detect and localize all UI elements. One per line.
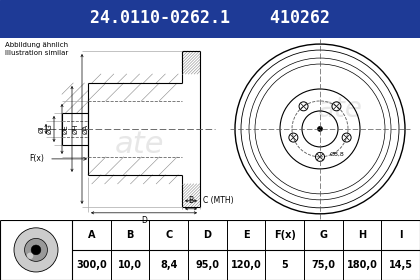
- Text: G: G: [319, 230, 327, 240]
- Text: 95,0: 95,0: [195, 260, 219, 270]
- Text: 5: 5: [281, 260, 288, 270]
- Circle shape: [14, 228, 58, 272]
- Text: 10,0: 10,0: [118, 260, 142, 270]
- Text: Ø8,8: Ø8,8: [330, 151, 344, 157]
- Text: Illustration similar: Illustration similar: [5, 50, 68, 56]
- Text: 300,0: 300,0: [76, 260, 107, 270]
- Text: 14,5: 14,5: [388, 260, 413, 270]
- Text: H: H: [358, 230, 366, 240]
- Text: ØA: ØA: [83, 124, 89, 134]
- Text: ØH: ØH: [73, 124, 79, 134]
- Text: F(x): F(x): [274, 230, 296, 240]
- Circle shape: [31, 245, 41, 255]
- Circle shape: [27, 253, 33, 259]
- Text: B: B: [189, 196, 194, 205]
- Text: ate: ate: [318, 95, 362, 123]
- Text: C: C: [165, 230, 172, 240]
- Text: A: A: [88, 230, 95, 240]
- Text: F(x): F(x): [29, 154, 44, 164]
- Text: Abbildung ähnlich: Abbildung ähnlich: [5, 42, 68, 48]
- Text: ØI: ØI: [39, 125, 45, 133]
- Text: D: D: [141, 216, 147, 225]
- Text: E: E: [243, 230, 249, 240]
- Text: 180,0: 180,0: [346, 260, 378, 270]
- Text: C (MTH): C (MTH): [203, 196, 234, 205]
- Text: 24.0110-0262.1    410262: 24.0110-0262.1 410262: [90, 9, 330, 27]
- Text: ate: ate: [115, 130, 165, 159]
- Text: ØG: ØG: [47, 123, 52, 134]
- Text: D: D: [203, 230, 211, 240]
- Text: I: I: [399, 230, 402, 240]
- Circle shape: [24, 239, 47, 261]
- Text: 75,0: 75,0: [311, 260, 335, 270]
- Circle shape: [318, 127, 323, 131]
- Text: B: B: [126, 230, 134, 240]
- Text: 120,0: 120,0: [231, 260, 261, 270]
- Text: 8,4: 8,4: [160, 260, 177, 270]
- Text: ØE: ØE: [63, 124, 69, 134]
